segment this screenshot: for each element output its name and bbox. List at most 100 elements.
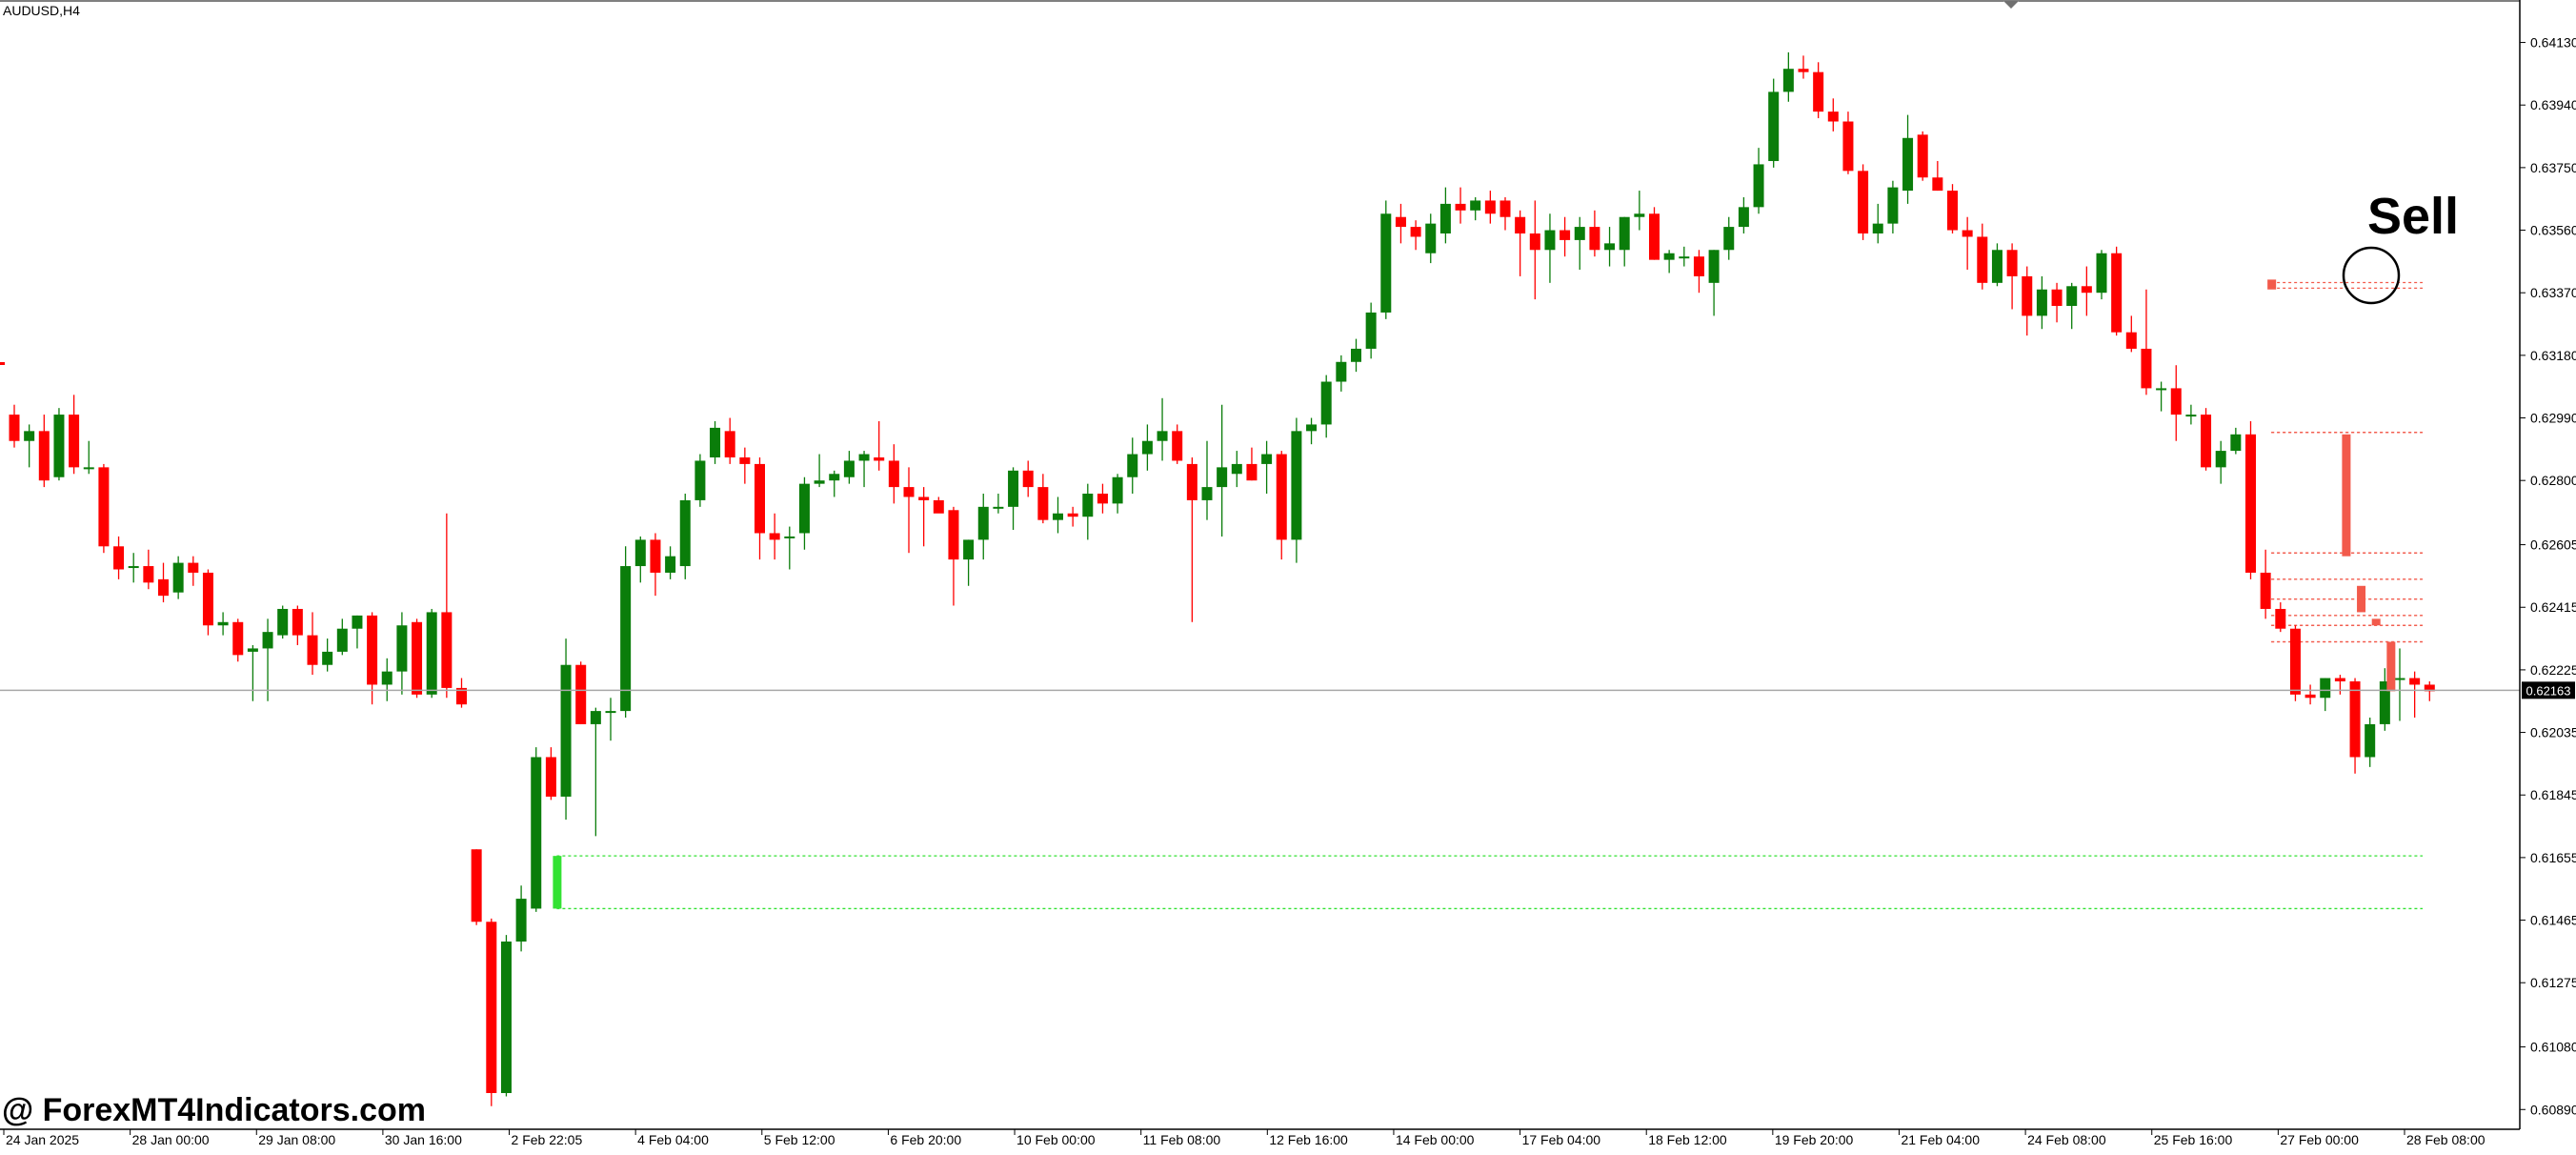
candle-body <box>2215 451 2226 468</box>
candle <box>2289 625 2301 701</box>
x-tick-label: 5 Feb 12:00 <box>764 1132 835 1147</box>
candle <box>2260 549 2271 619</box>
candle-body <box>2394 678 2405 680</box>
shift-marker-icon[interactable] <box>2003 1 2019 9</box>
candle-body <box>500 942 512 1093</box>
candle-body <box>1112 476 1123 504</box>
candle-body <box>1336 361 1347 382</box>
candle-body <box>605 711 616 714</box>
candle-body <box>232 621 244 656</box>
candle-body <box>2201 415 2212 468</box>
candle-body <box>307 635 318 665</box>
candle-body <box>1872 223 1883 233</box>
candle-body <box>1738 207 1749 228</box>
candle <box>843 451 855 484</box>
candle-body <box>202 572 213 626</box>
x-tick-label: 24 Jan 2025 <box>6 1132 79 1147</box>
candle <box>993 494 1004 514</box>
candle <box>143 549 154 590</box>
candle-body <box>1217 467 1228 488</box>
x-tick-label: 2 Feb 22:05 <box>512 1132 583 1147</box>
candle-body <box>2156 388 2167 391</box>
candle <box>2022 266 2033 336</box>
candle-body <box>53 415 65 477</box>
candle <box>739 447 751 484</box>
candle-body <box>575 664 587 724</box>
candle-body <box>1291 431 1302 540</box>
candle <box>2230 427 2242 455</box>
candle-body <box>1560 230 1571 240</box>
candle-body <box>1858 171 1869 233</box>
x-tick-label: 28 Jan 00:00 <box>132 1132 210 1147</box>
candle <box>1291 417 1302 563</box>
candle <box>755 457 765 560</box>
candle <box>322 638 333 672</box>
candle <box>1708 250 1720 316</box>
candle <box>1872 203 1883 244</box>
candle <box>441 513 453 699</box>
candle <box>903 467 915 554</box>
candle <box>1663 250 1675 274</box>
candle-body <box>814 480 825 484</box>
candle <box>2320 678 2331 712</box>
candle <box>1589 210 1600 257</box>
x-axis: 24 Jan 2025 28 Jan 00:00 29 Jan 08:00 30 Ja… <box>3 1129 2485 1147</box>
candle <box>2066 282 2078 330</box>
candle <box>1529 200 1540 300</box>
candle-body <box>381 671 392 685</box>
candle-body <box>515 899 527 942</box>
candle-body <box>1887 187 1899 224</box>
candle-body <box>486 922 497 1093</box>
candle-body <box>1753 164 1764 208</box>
candle-body <box>888 460 899 488</box>
candle-body <box>217 621 229 626</box>
candle <box>2141 289 2152 395</box>
candle-body <box>441 612 453 688</box>
y-tick-label: 0.63370 <box>2530 285 2576 300</box>
candle-body <box>2081 286 2092 294</box>
signal-bar <box>2267 279 2277 290</box>
candle <box>1306 417 1318 445</box>
candle <box>1932 160 1943 192</box>
x-tick-label: 29 Jan 08:00 <box>258 1132 335 1147</box>
candle-body <box>69 415 80 468</box>
candle <box>2170 365 2182 441</box>
candle <box>396 612 408 695</box>
candle <box>1842 111 1854 174</box>
candle <box>1544 213 1556 283</box>
candle-body <box>1439 203 1451 233</box>
candle <box>1515 210 1526 276</box>
candle-body <box>2304 694 2316 699</box>
candle <box>2185 404 2197 425</box>
candle <box>784 526 795 570</box>
candle <box>2245 420 2256 579</box>
candle <box>634 536 646 583</box>
chart-title: AUDUSD,H4 <box>3 3 80 18</box>
candle-body <box>2349 681 2361 758</box>
candle-body <box>1589 227 1600 251</box>
candle <box>426 608 437 699</box>
candle <box>590 707 601 837</box>
candle <box>158 562 169 603</box>
candle-body <box>412 621 423 695</box>
candle-body <box>1172 431 1183 461</box>
candle-body <box>1157 431 1168 441</box>
candle <box>1962 216 1973 271</box>
candle <box>2201 408 2212 471</box>
candle <box>1365 302 1377 359</box>
candle <box>1574 216 1585 271</box>
candle-body <box>1067 513 1078 517</box>
candle-body <box>2066 286 2078 307</box>
candle <box>247 644 258 701</box>
candle-body <box>292 608 303 636</box>
candle-body <box>1574 227 1585 240</box>
highlight-layer <box>553 279 2396 909</box>
candle <box>531 747 542 912</box>
candle <box>2349 678 2361 774</box>
candle <box>1022 460 1034 497</box>
candle <box>486 918 497 1106</box>
candle <box>1172 424 1183 464</box>
